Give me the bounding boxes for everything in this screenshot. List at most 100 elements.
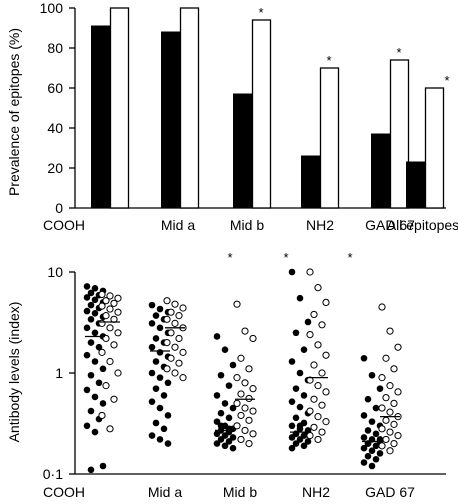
data-point-open xyxy=(378,404,386,412)
data-point-open xyxy=(233,399,241,408)
data-point-filled xyxy=(99,400,107,407)
data-point-filled xyxy=(148,369,156,377)
data-point-filled xyxy=(288,358,296,365)
data-point-filled xyxy=(360,412,368,419)
data-point-filled xyxy=(221,346,229,354)
data-point-filled xyxy=(95,343,103,351)
data-point-open xyxy=(306,407,314,415)
data-point-filled xyxy=(296,422,304,430)
data-point-open xyxy=(390,399,398,408)
significance-star: * xyxy=(396,45,401,60)
scatter-y-tick-label: 1 xyxy=(55,365,63,381)
data-point-open xyxy=(102,312,110,320)
bar-filled xyxy=(371,133,390,209)
data-point-filled xyxy=(160,392,168,399)
data-point-open xyxy=(167,329,175,337)
bar-chart-category-label: Mid a xyxy=(161,217,195,233)
data-point-open xyxy=(179,304,187,312)
data-point-filled xyxy=(225,382,233,389)
data-point-filled xyxy=(91,393,99,401)
data-point-open xyxy=(386,447,394,455)
data-point-filled xyxy=(296,403,304,411)
data-point-open xyxy=(245,416,253,424)
data-point-filled xyxy=(292,414,300,422)
data-point-filled xyxy=(364,452,372,460)
data-point-filled xyxy=(376,385,384,392)
data-point-filled xyxy=(288,444,296,452)
data-point-filled xyxy=(372,455,380,463)
data-point-filled xyxy=(87,316,95,323)
data-point-open xyxy=(106,425,114,433)
data-point-open xyxy=(378,442,386,450)
data-point-open xyxy=(167,308,175,316)
data-point-filled xyxy=(148,301,156,309)
data-point-open xyxy=(249,385,257,393)
data-point-open xyxy=(386,327,394,335)
data-point-filled xyxy=(156,324,164,332)
data-point-filled xyxy=(229,361,237,369)
data-point-open xyxy=(98,348,106,356)
data-point-filled xyxy=(304,438,312,445)
data-point-open xyxy=(245,365,253,373)
data-point-filled xyxy=(213,440,221,447)
data-point-filled xyxy=(217,409,225,417)
data-point-open xyxy=(171,369,179,377)
data-point-filled xyxy=(83,324,91,332)
data-point-open xyxy=(102,382,110,390)
bar-chart-y-axis-label: Prevalence of epitopes (%) xyxy=(6,28,22,196)
data-point-filled xyxy=(372,442,380,450)
data-point-filled xyxy=(300,346,308,354)
data-point-open xyxy=(386,428,394,436)
data-point-filled xyxy=(368,371,376,379)
data-point-open xyxy=(106,292,114,300)
data-point-filled xyxy=(221,442,229,450)
data-point-filled xyxy=(91,358,99,365)
data-point-filled xyxy=(152,312,160,319)
bar-open xyxy=(109,7,130,209)
bar-open xyxy=(179,7,200,209)
data-point-filled xyxy=(360,444,368,452)
data-point-filled xyxy=(360,434,368,441)
data-point-filled xyxy=(87,371,95,379)
data-point-open xyxy=(249,430,257,438)
data-point-filled xyxy=(368,462,376,470)
bar-open xyxy=(389,59,410,209)
data-point-open xyxy=(171,343,179,351)
data-point-open xyxy=(167,354,175,362)
data-point-filled xyxy=(164,412,172,419)
bar-open xyxy=(251,19,272,209)
data-point-open xyxy=(237,354,245,362)
data-point-filled xyxy=(91,329,99,337)
data-point-open xyxy=(314,284,322,292)
data-point-filled xyxy=(288,398,296,405)
bar-chart-category-label: Mid b xyxy=(230,217,264,233)
data-point-open xyxy=(106,357,114,366)
bar-chart-y-tick-label: 20 xyxy=(47,160,63,176)
data-point-open xyxy=(110,299,118,307)
data-point-open xyxy=(163,365,171,373)
bar-chart-category-label: COOH xyxy=(43,217,85,233)
data-point-open xyxy=(114,308,122,316)
significance-star: * xyxy=(258,5,263,20)
data-point-filled xyxy=(372,430,380,438)
data-point-open xyxy=(98,290,106,299)
data-point-open xyxy=(110,395,118,403)
bar-open xyxy=(319,67,340,209)
data-point-open xyxy=(249,334,257,343)
data-point-open xyxy=(322,388,330,396)
data-point-filled xyxy=(368,447,376,455)
data-point-open xyxy=(175,312,183,320)
bar-filled xyxy=(91,25,110,209)
data-point-filled xyxy=(164,379,172,387)
data-point-open xyxy=(98,302,106,310)
data-point-filled xyxy=(91,296,99,304)
data-point-open xyxy=(390,365,398,373)
bar-chart-y-tick-label: 100 xyxy=(40,0,64,16)
data-point-filled xyxy=(156,436,164,443)
data-point-open xyxy=(382,354,390,362)
data-point-filled xyxy=(364,395,372,403)
data-point-filled xyxy=(288,422,296,430)
significance-star: * xyxy=(283,250,288,265)
data-point-filled xyxy=(360,459,368,466)
data-point-filled xyxy=(87,407,95,415)
